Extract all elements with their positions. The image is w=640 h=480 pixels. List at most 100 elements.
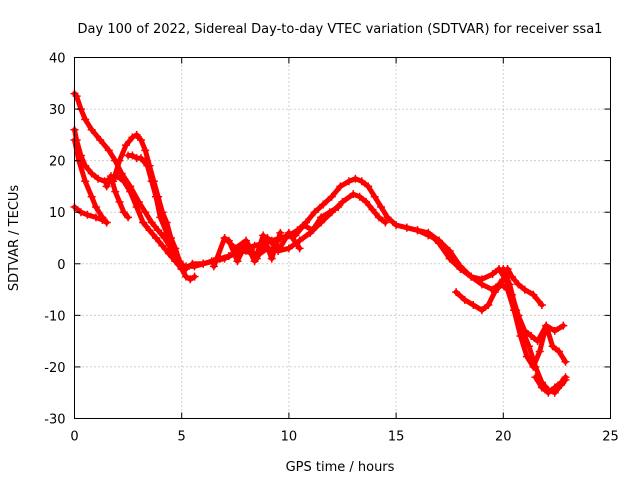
data-point: [535, 347, 544, 356]
data-point: [531, 362, 540, 371]
data-point: [518, 326, 527, 335]
y-tick-label: -20: [44, 361, 65, 376]
data-point: [550, 383, 559, 392]
data-point: [276, 228, 285, 237]
data-point: [445, 254, 454, 263]
data-point: [284, 228, 293, 237]
data-point: [169, 244, 178, 253]
data-point: [561, 373, 570, 382]
data-point: [87, 125, 96, 134]
data-point: [96, 136, 105, 145]
data-point: [499, 264, 508, 273]
data-point: [452, 288, 461, 297]
data-point: [497, 280, 506, 289]
data-point: [537, 301, 546, 310]
x-tick-label: 10: [281, 430, 298, 445]
series-arc-8: [183, 176, 442, 269]
data-point: [377, 203, 386, 212]
data-point: [250, 257, 259, 266]
x-tick-labels: 0 5 10 15 20 25: [70, 430, 618, 445]
data-point: [141, 208, 150, 217]
data-point: [136, 154, 145, 163]
data-point: [325, 208, 334, 217]
data-point: [124, 213, 133, 222]
data-point: [336, 182, 345, 191]
data-series-group: [70, 89, 570, 397]
data-point: [484, 301, 493, 310]
data-point: [392, 221, 401, 230]
data-point: [128, 151, 137, 160]
series-arc-13: [404, 225, 545, 308]
data-point: [555, 347, 564, 356]
data-point: [522, 352, 531, 361]
data-point: [434, 239, 443, 248]
y-tick-label: 30: [49, 103, 66, 118]
data-point: [456, 264, 465, 273]
data-point: [327, 192, 336, 201]
data-point: [544, 388, 553, 397]
x-tick-label: 0: [70, 430, 78, 445]
data-point: [81, 177, 90, 186]
data-point: [368, 205, 377, 214]
x-tick-label: 15: [388, 430, 405, 445]
data-point: [147, 218, 156, 227]
data-point: [220, 254, 229, 263]
y-tick-label: -30: [44, 413, 65, 428]
data-point: [467, 272, 476, 281]
x-tick-label: 5: [178, 430, 186, 445]
data-point: [102, 218, 111, 227]
data-point: [344, 177, 353, 186]
axis-ticks: [74, 57, 611, 419]
data-point: [267, 254, 276, 263]
y-axis-label: SDTVAR / TECUs: [7, 185, 22, 292]
data-point: [91, 203, 100, 212]
data-point: [381, 218, 390, 227]
data-point: [514, 280, 523, 289]
data-point: [87, 169, 96, 178]
data-point: [505, 280, 514, 289]
data-point: [158, 241, 167, 250]
data-point: [190, 272, 199, 281]
y-tick-label: -10: [44, 309, 65, 324]
data-point: [402, 223, 411, 232]
data-point: [115, 197, 124, 206]
data-point: [121, 141, 130, 150]
data-point: [145, 226, 154, 235]
data-point: [115, 156, 124, 165]
data-point: [98, 215, 107, 224]
data-point: [106, 172, 115, 181]
data-point: [81, 115, 90, 124]
data-point: [151, 234, 160, 242]
data-point: [162, 228, 171, 237]
data-point: [351, 174, 360, 183]
data-point: [164, 249, 173, 258]
data-point: [119, 177, 128, 186]
data-point: [139, 218, 148, 227]
data-point: [126, 187, 135, 196]
data-point: [91, 213, 100, 222]
data-point: [364, 182, 373, 191]
series-arc-12: [292, 204, 341, 238]
data-point: [128, 133, 137, 142]
data-point: [295, 244, 304, 253]
data-point: [460, 295, 469, 304]
data-point: [181, 262, 190, 271]
grid-lines: [74, 57, 611, 419]
plot-frame: [74, 57, 611, 419]
data-point: [370, 192, 379, 201]
data-point: [87, 192, 96, 201]
data-point: [520, 285, 529, 294]
data-point: [147, 177, 156, 186]
y-tick-label: 10: [49, 206, 66, 221]
data-point: [477, 306, 486, 315]
data-point: [220, 234, 229, 242]
data-point: [374, 213, 383, 222]
data-point: [83, 210, 92, 219]
data-point: [209, 262, 218, 271]
data-point: [224, 236, 233, 245]
data-point: [531, 373, 540, 382]
data-point: [525, 342, 534, 351]
data-point: [383, 213, 392, 222]
data-point: [151, 192, 160, 201]
